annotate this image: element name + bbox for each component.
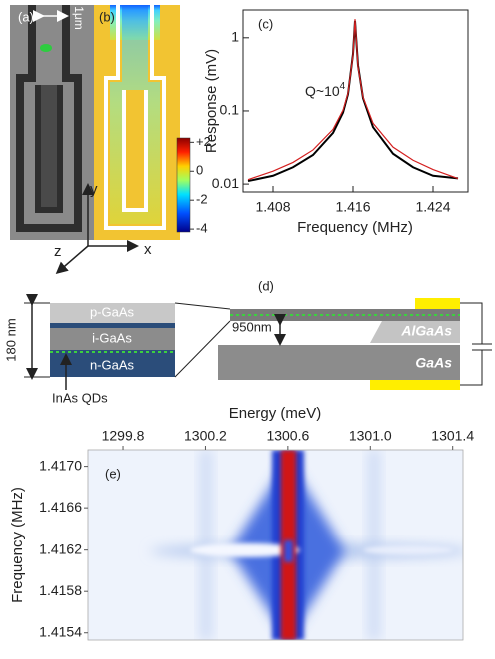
panel-label: (d) [258, 278, 274, 293]
y-axis-title: Frequency (MHz) [9, 487, 26, 603]
y-tick-label: 0.1 [220, 102, 240, 118]
colorbar-tick-label: 0 [196, 163, 203, 178]
sim-outline [104, 5, 166, 230]
heatmap-image [88, 450, 463, 640]
panel-label: (c) [258, 16, 273, 31]
layer-label: n-GaAs [90, 357, 135, 372]
x-tick-label: 1301.0 [349, 428, 392, 444]
x-axis-title: Energy (meV) [229, 405, 322, 422]
layer [50, 303, 175, 323]
panel-c: (c) Q~104 Response (mV) Frequency (MHz) … [203, 9, 469, 236]
plot-frame [87, 449, 464, 641]
layer [50, 328, 175, 350]
annotation-text: Q~10 [305, 83, 340, 99]
panel-label: (e) [105, 466, 121, 481]
zoom-line [174, 320, 231, 378]
contact [415, 298, 460, 309]
qd-spot [40, 44, 52, 52]
scale-bar-label: 1μm [72, 6, 86, 30]
sem-structure [16, 5, 82, 232]
x-tick-label: 1299.8 [102, 428, 145, 444]
gap-label: 950nm [232, 319, 272, 334]
coordinate-axes: y x z [54, 181, 152, 274]
colorbar-tick-label: -4 [196, 221, 208, 236]
thickness-label: 180 nm [3, 318, 18, 361]
layer [50, 323, 175, 328]
x-tick-label: 1300.2 [184, 428, 227, 444]
plot-area [247, 19, 459, 183]
layer-label: p-GaAs [90, 304, 135, 319]
x-tick-label: 1.408 [255, 199, 290, 215]
zoom-line [174, 302, 231, 310]
z-axis-arrow [55, 245, 89, 274]
sem-slot [35, 85, 63, 213]
sim-slot [122, 90, 148, 212]
material-label: AlGaAs [400, 323, 452, 339]
y-tick-label: 1.4162 [39, 540, 82, 556]
x-tick-label: 1300.6 [266, 428, 309, 444]
x-tick-label: 1.424 [415, 199, 450, 215]
axis-name: x [144, 241, 152, 258]
x-axis-title: Frequency (MHz) [297, 219, 413, 236]
y-tick-label: 1.4158 [39, 582, 82, 598]
y-tick-label: 1 [231, 29, 239, 45]
panel-e: (e) Energy (meV) Frequency (MHz) 1299.8 1… [9, 405, 474, 641]
sacrificial-layer [370, 321, 460, 343]
contact [370, 380, 460, 390]
panel-label: (a) [18, 9, 34, 24]
substrate [218, 345, 460, 380]
panel-d: (d) p-GaAs i-GaAs n-GaAs 180 nm InAs QDs… [3, 278, 492, 405]
material-label: GaAs [415, 355, 452, 371]
x-tick-label: 1.416 [335, 199, 370, 215]
colorbar [176, 137, 191, 233]
y-axis-title: Response (mV) [203, 49, 220, 153]
panel-a: (a) 1μm [10, 5, 94, 240]
panel-b: (b) +2 0 -2 -4 [94, 5, 211, 240]
layer-label: i-GaAs [92, 330, 132, 345]
annotation: Q~104 [305, 81, 346, 99]
axis-name: y [90, 181, 98, 198]
y-tick-label: 1.4170 [39, 457, 82, 473]
data-line [247, 19, 459, 181]
colorbar-tick-label: -2 [196, 192, 208, 207]
axis-name: z [54, 243, 62, 260]
y-tick-label: 0.01 [212, 175, 239, 191]
circuit [460, 302, 492, 386]
y-tick-label: 1.4154 [39, 623, 82, 639]
panel-label: (b) [99, 9, 115, 24]
y-tick-label: 1.4166 [39, 499, 82, 515]
qd-label: InAs QDs [52, 390, 108, 405]
x-tick-label: 1301.4 [431, 428, 474, 444]
annotation-sup: 4 [340, 81, 346, 92]
colorbar-tick-label: +2 [196, 134, 211, 149]
